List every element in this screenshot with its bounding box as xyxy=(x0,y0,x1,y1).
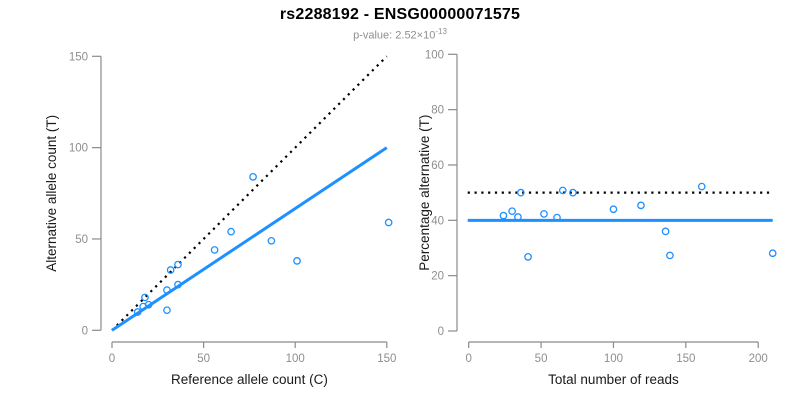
y-tick-label: 0 xyxy=(82,325,88,337)
data-point xyxy=(637,201,645,210)
data-point xyxy=(569,188,577,197)
data-point xyxy=(768,249,777,258)
y-axis-title: Alternative allele count (T) xyxy=(44,115,59,272)
x-tick-label: 100 xyxy=(286,353,305,365)
y-tick-label: 100 xyxy=(425,49,444,61)
data-point xyxy=(141,293,149,302)
data-point xyxy=(661,227,670,236)
y-tick-label: 80 xyxy=(431,105,444,117)
y-axis-title: Percentage alternative (T) xyxy=(417,115,432,271)
data-point xyxy=(174,280,182,289)
data-point xyxy=(553,213,561,222)
data-point xyxy=(163,286,171,294)
x-tick-label: 0 xyxy=(465,353,471,365)
data-point xyxy=(133,308,142,316)
x-tick-label: 150 xyxy=(676,353,695,365)
x-tick-label: 50 xyxy=(197,353,210,365)
y-tick-label: 40 xyxy=(431,215,444,227)
data-point xyxy=(516,188,525,197)
figure-header: rs2288192 - ENSG00000071575 p-value: 2.5… xyxy=(0,0,800,42)
x-tick-label: 0 xyxy=(109,353,115,365)
data-point xyxy=(499,211,508,220)
identity-line xyxy=(111,55,388,332)
pvalue-exponent: -13 xyxy=(435,27,447,36)
figure-title: rs2288192 - ENSG00000071575 xyxy=(279,6,521,23)
x-tick-label: 150 xyxy=(377,353,396,365)
data-point xyxy=(166,266,175,274)
data-point xyxy=(293,257,301,265)
data-point xyxy=(163,306,171,315)
data-point xyxy=(508,207,516,216)
y-tick-label: 0 xyxy=(438,326,444,338)
y-tick-label: 150 xyxy=(69,51,88,63)
data-point xyxy=(210,246,219,254)
y-tick-label: 50 xyxy=(75,234,88,246)
data-point xyxy=(267,236,276,245)
x-axis-title: Reference allele count (C) xyxy=(171,372,328,387)
y-tick-label: 100 xyxy=(69,143,88,155)
x-tick-label: 50 xyxy=(535,353,548,365)
x-axis-title: Total number of reads xyxy=(548,372,679,387)
data-point xyxy=(249,173,257,181)
data-point xyxy=(514,213,522,221)
data-point xyxy=(144,300,153,309)
data-point xyxy=(227,227,235,236)
y-tick-label: 60 xyxy=(431,160,444,172)
pvalue-text: p-value: 2.52×10 xyxy=(353,29,436,42)
data-point xyxy=(697,182,706,191)
x-tick-label: 200 xyxy=(749,353,768,365)
data-point xyxy=(384,218,393,227)
data-point xyxy=(174,260,182,269)
data-point xyxy=(540,210,548,218)
data-point xyxy=(666,251,674,260)
data-point xyxy=(609,205,618,214)
data-point xyxy=(558,186,567,195)
fit-line xyxy=(111,146,388,332)
y-tick-label: 20 xyxy=(431,271,444,283)
figure-subtitle: p-value: 2.52×10-13 xyxy=(0,27,800,42)
data-point xyxy=(524,252,532,261)
x-tick-label: 100 xyxy=(604,353,623,365)
